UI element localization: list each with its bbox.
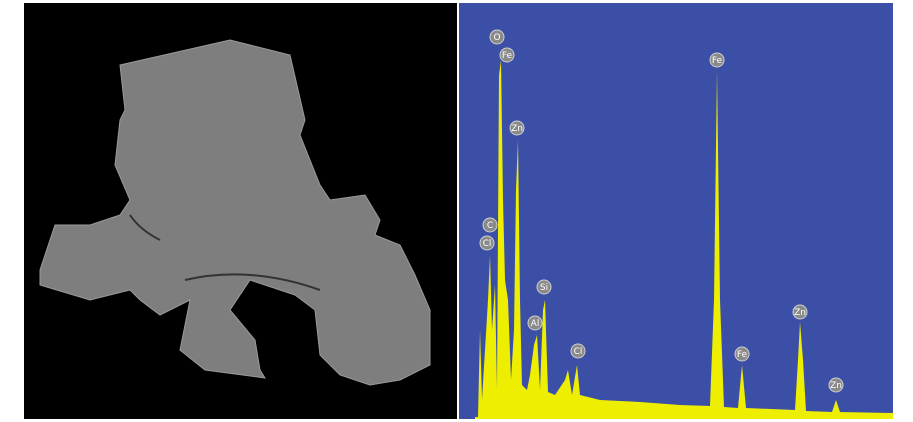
peak-label: O (493, 33, 500, 43)
peak-label: Zn (511, 124, 523, 134)
page: OFeZnCClSiAlClFeFeZnZn (() => { const da… (0, 0, 913, 422)
peak-label: Cl (483, 239, 492, 249)
peak-label: Fe (737, 350, 748, 360)
peak-label: Fe (502, 51, 513, 61)
peak-label: Zn (830, 381, 842, 391)
figure: OFeZnCClSiAlClFeFeZnZn (0, 0, 913, 422)
peak-label: C (487, 221, 493, 231)
peak-label: Si (540, 283, 548, 293)
spectrum-panel (459, 3, 893, 419)
peak-label: Cl (574, 347, 583, 357)
peak-label: Zn (794, 308, 806, 318)
peak-label: Al (531, 319, 540, 329)
peak-label: Fe (712, 56, 723, 66)
